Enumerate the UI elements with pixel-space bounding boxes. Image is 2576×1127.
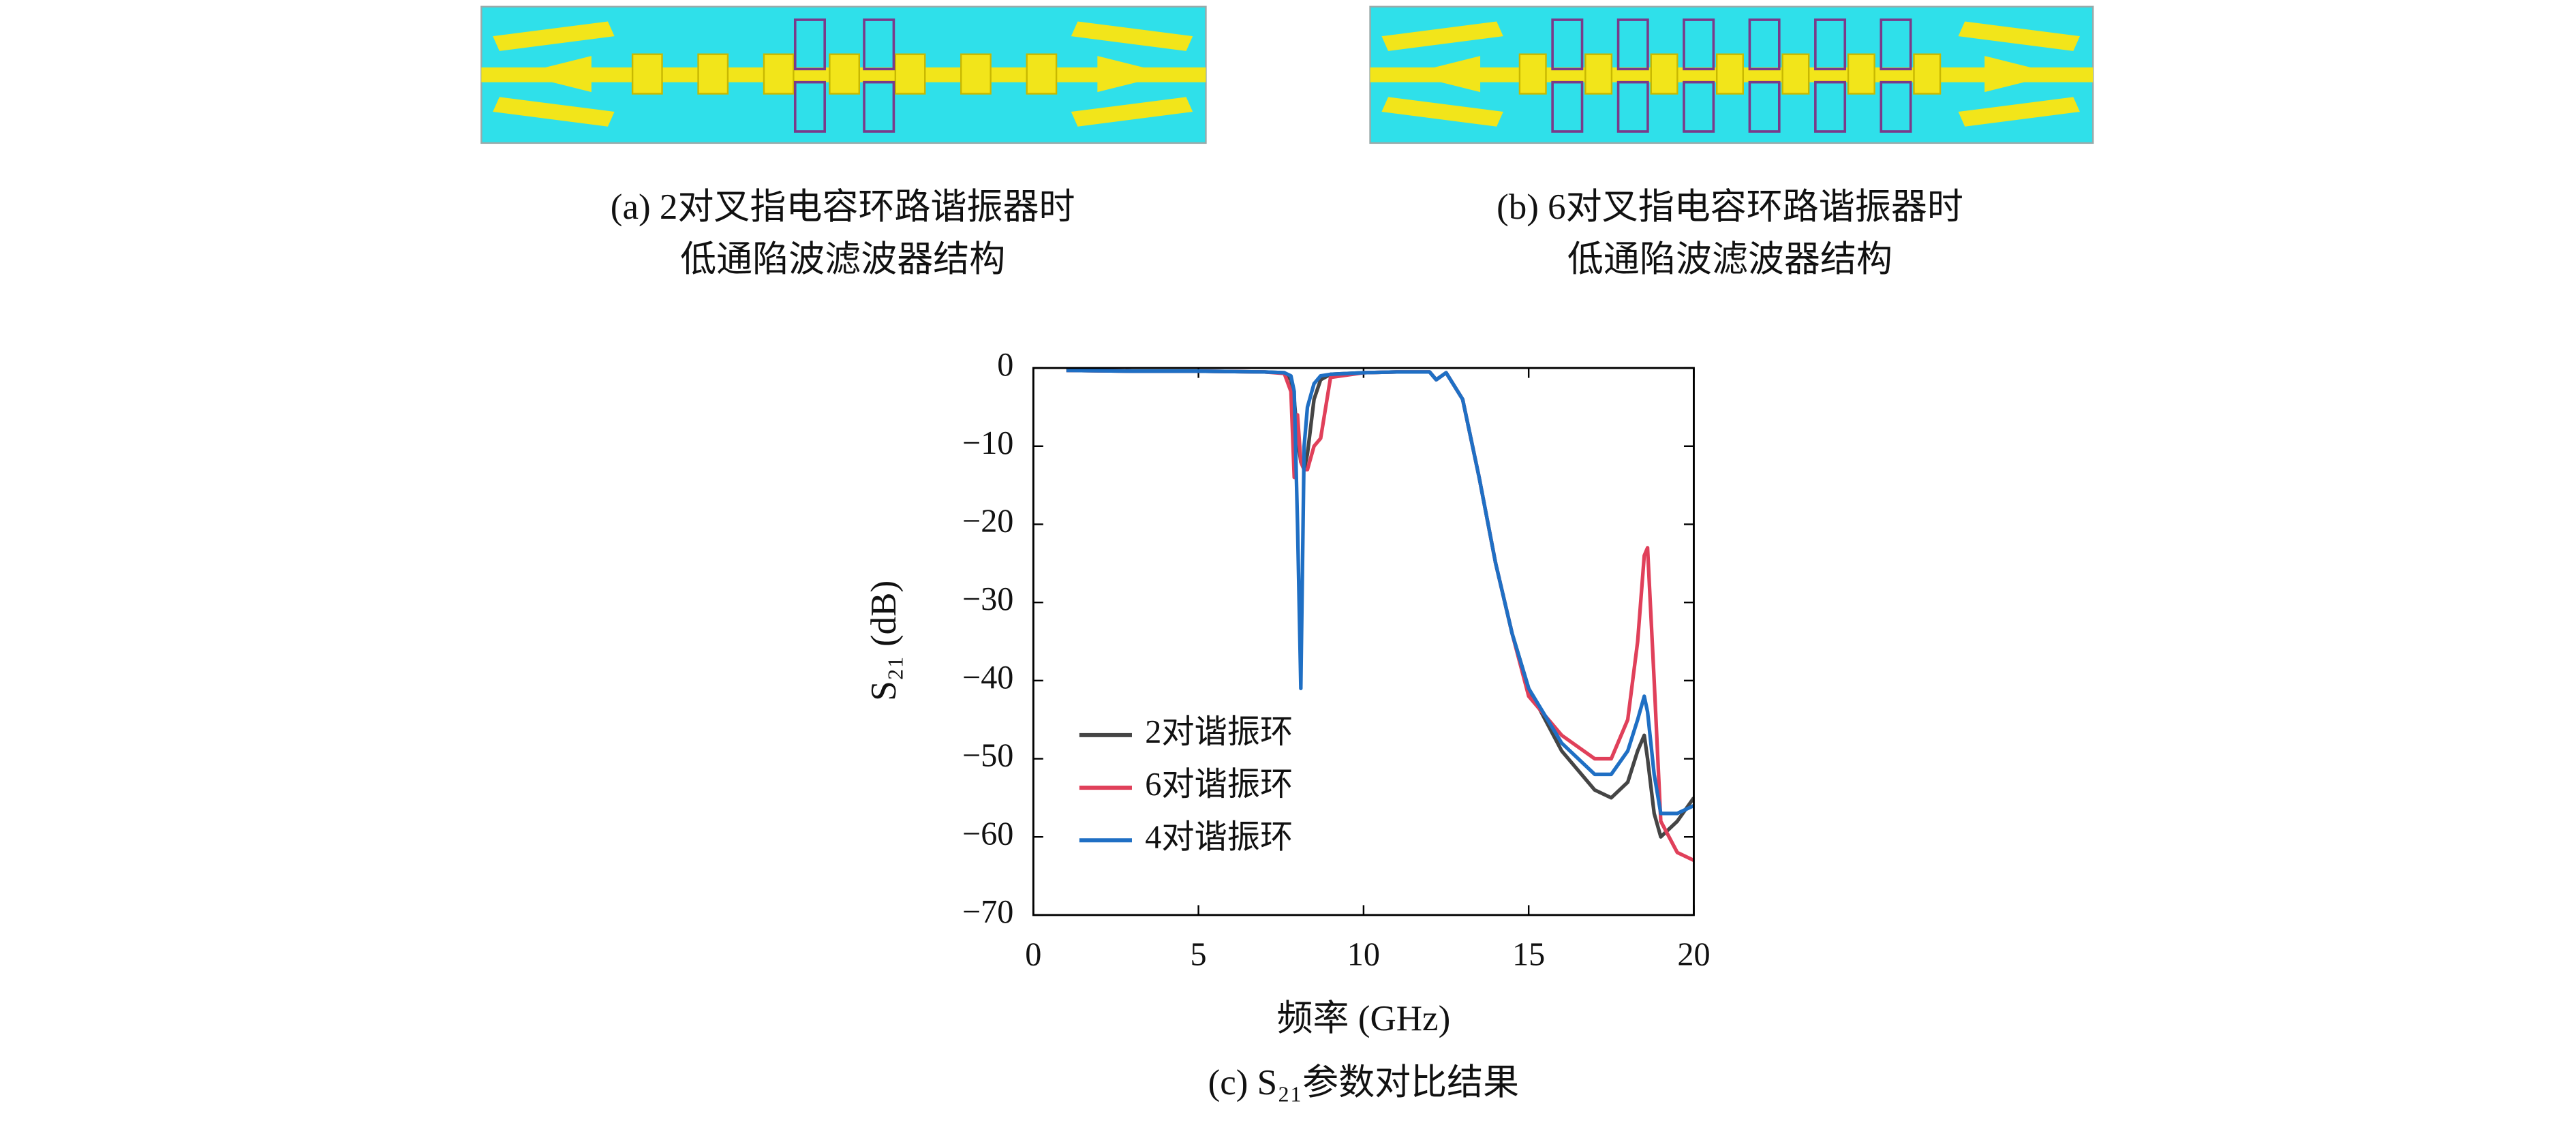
y-tick-label: −20 [962,504,1013,540]
chart-caption: (c) S₂₁参数对比结果 [1208,1063,1520,1102]
y-tick-label: −10 [962,425,1013,461]
y-tick-label: 0 [997,347,1013,383]
filter-layout-b [1369,5,2094,144]
caption: (a) 2对叉指电容环路谐振器时 [611,187,1075,227]
x-tick-label: 5 [1191,937,1207,973]
plot-frame [1032,367,1695,916]
x-tick-label: 10 [1347,937,1380,973]
x-tick-label: 20 [1677,937,1710,973]
caption: 低通陷波滤波器结构 [1567,240,1892,279]
y-tick-label: −40 [962,660,1013,696]
legend-label: 2对谐振环 [1145,714,1293,750]
x-axis-label: 频率 (GHz) [1277,999,1451,1038]
legend-label: 4对谐振环 [1145,819,1293,855]
x-tick-label: 0 [1025,937,1041,973]
filter-layout-a [480,5,1207,144]
caption: 低通陷波滤波器结构 [680,240,1005,279]
legend-label: 6对谐振环 [1145,767,1293,803]
caption: (b) 6对叉指电容环路谐振器时 [1497,187,1963,227]
x-tick-label: 15 [1512,937,1545,973]
y-tick-label: −50 [962,738,1013,774]
y-tick-label: −70 [962,894,1013,930]
y-tick-label: −30 [962,581,1013,617]
series-line [1066,368,1694,816]
y-axis-label: S₂₁ (dB) [864,581,904,701]
y-tick-label: −60 [962,816,1013,852]
